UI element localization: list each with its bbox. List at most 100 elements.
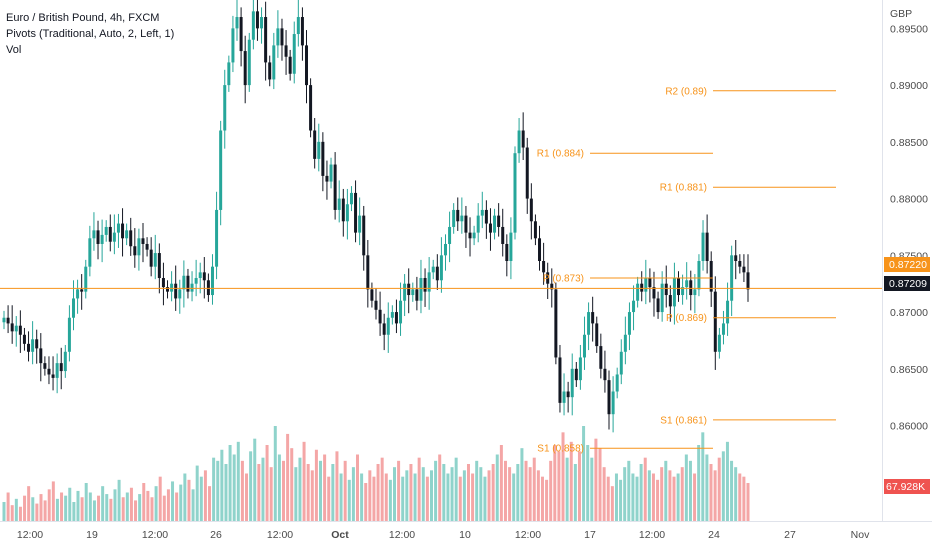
volume-bar: [709, 464, 713, 521]
price-axis[interactable]: GBP 0.895000.890000.885000.880000.875000…: [890, 8, 928, 489]
candle: [439, 237, 443, 293]
candle: [611, 376, 615, 433]
volume-bar: [565, 457, 569, 521]
candle: [394, 299, 398, 334]
volume-bar: [335, 451, 339, 521]
candle: [615, 367, 619, 399]
candle: [88, 225, 92, 277]
candle: [538, 225, 542, 271]
candle: [713, 276, 717, 370]
volume-bar: [388, 479, 392, 521]
volume-bar: [450, 467, 454, 521]
chart-legend[interactable]: Euro / British Pound, 4h, FXCM Pivots (T…: [6, 10, 174, 58]
volume-bar: [746, 483, 750, 521]
time-axis[interactable]: 12:00 19 12:00 26 12:00 Oct 12:00 10 12:00 17 12:0…: [17, 529, 870, 541]
price-tags: 0.87220 0.87209 67.928K: [884, 257, 930, 494]
candle: [460, 197, 464, 234]
time-tick-label: Oct: [331, 529, 349, 541]
candle: [746, 254, 750, 302]
pivot-level: P (0.869): [666, 313, 836, 324]
volume-bar: [314, 449, 318, 521]
candle: [464, 205, 468, 248]
volume-bar: [602, 467, 606, 521]
candle: [305, 30, 309, 104]
volume-bar: [175, 492, 179, 521]
candle: [448, 211, 452, 263]
candle: [407, 268, 411, 314]
candle: [648, 268, 652, 303]
candle: [677, 271, 681, 302]
candle: [280, 18, 284, 61]
volume-bar: [257, 464, 261, 521]
price-tick-label: 0.86000: [890, 421, 928, 433]
candle: [403, 274, 407, 317]
candle: [664, 265, 668, 308]
pivot-label: R1 (0.881): [660, 183, 707, 194]
candles: [2, 0, 750, 433]
candle: [382, 313, 386, 351]
candle: [235, 0, 239, 41]
volume-bar: [491, 464, 495, 521]
volume-bar: [368, 470, 372, 521]
pivot-price-tag: 0.87220: [884, 257, 930, 272]
candle: [67, 305, 71, 362]
volume-bar: [701, 432, 705, 521]
volume-bar: [138, 494, 142, 521]
candle: [468, 217, 472, 257]
candle: [349, 186, 353, 212]
volume-bar: [261, 457, 265, 521]
price-tick-label: 0.89000: [890, 80, 928, 92]
candle: [284, 30, 288, 75]
candle: [39, 333, 43, 382]
candle: [542, 242, 546, 285]
volume-bar: [647, 470, 651, 521]
volume-bar: [545, 479, 549, 521]
volume-bar: [503, 460, 507, 521]
price-tick-label: 0.89500: [890, 23, 928, 35]
last-price-tag: 0.87209: [884, 276, 930, 291]
volume-bar: [68, 487, 72, 521]
symbol-title[interactable]: Euro / British Pound, 4h, FXCM: [6, 12, 160, 24]
volume-indicator-label[interactable]: Vol: [6, 44, 22, 56]
volume-bar: [705, 454, 709, 521]
pivot-level: S1 (0.861): [660, 415, 836, 426]
candle: [632, 285, 636, 331]
currency-label: GBP: [890, 8, 912, 20]
volume-bar: [323, 454, 327, 521]
volume-bar: [582, 426, 586, 521]
candle: [386, 302, 390, 353]
candle: [325, 160, 329, 200]
candle: [603, 350, 607, 393]
pivot-label: P (0.873): [543, 274, 584, 285]
volume-bar: [619, 479, 623, 521]
candle: [116, 213, 120, 248]
candle: [562, 373, 566, 416]
candle: [14, 316, 18, 347]
candle: [476, 203, 480, 243]
volume-bar: [549, 460, 553, 521]
candle: [640, 271, 644, 302]
volume-bar: [224, 464, 228, 521]
volume-bar: [298, 457, 302, 521]
candle: [137, 228, 141, 271]
candle: [370, 282, 374, 308]
volume-bar: [31, 497, 35, 521]
volume-bar: [240, 460, 244, 521]
candle: [243, 35, 247, 104]
volume-bar: [343, 460, 347, 521]
volume-bar: [92, 500, 96, 521]
volume-bar: [594, 438, 598, 521]
pivot-label: S1 (0.861): [660, 415, 707, 426]
candle: [644, 259, 648, 305]
candle: [627, 302, 631, 351]
candle: [166, 280, 170, 299]
candle: [194, 259, 198, 297]
candle: [419, 259, 423, 314]
candle: [697, 254, 701, 297]
candle: [125, 223, 129, 246]
volume-bar: [409, 464, 413, 521]
volume-bar: [347, 479, 351, 521]
volume-bar: [265, 445, 269, 521]
pivots-indicator-label[interactable]: Pivots (Traditional, Auto, 2, Left, 1): [6, 28, 175, 40]
